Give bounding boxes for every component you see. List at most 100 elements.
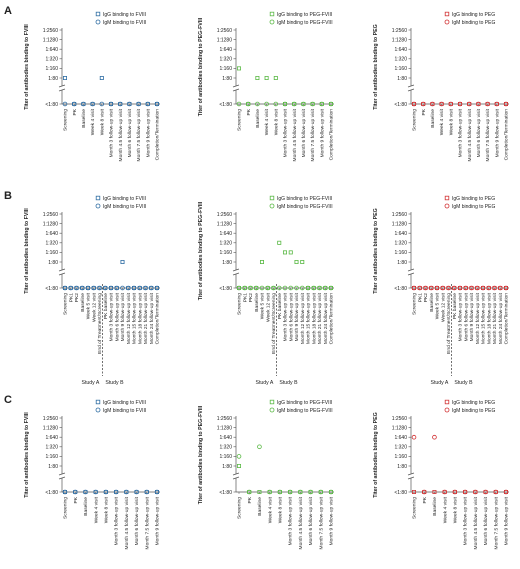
legend-label: IgG binding to FVIII [103, 12, 146, 18]
axis-break-mark [58, 472, 66, 476]
axis-break-mark [232, 476, 240, 480]
data-point-igm [417, 285, 423, 291]
y-tick-label: 1:640 [394, 435, 407, 441]
legend-circle-marker [95, 203, 101, 209]
data-point-igg [411, 489, 416, 494]
y-tick-label: 1:80 [397, 260, 407, 266]
axis-break-mark [407, 268, 415, 272]
y-axis-label: Titer of antibodies binding to PEG [373, 412, 379, 498]
data-point-igg [257, 489, 262, 494]
y-axis-label: Titer of antibodies binding to FVIII [24, 412, 30, 498]
x-tick-label: PK [73, 496, 79, 503]
y-axis-label: Titer of antibodies binding to PEG [373, 24, 379, 110]
data-point-igm [451, 285, 457, 291]
data-point-igm [493, 489, 499, 495]
data-point-igm [282, 285, 288, 291]
data-point-igm [271, 285, 276, 291]
x-tick-label: Week 5 visit [86, 292, 92, 319]
legend-square-marker [95, 195, 101, 201]
data-point-igm [474, 285, 480, 291]
x-tick-label: Month 7.5 follow-up visit [485, 108, 491, 161]
data-point-igm [259, 285, 265, 291]
legend-label: IgM binding to PEG [452, 204, 495, 210]
data-point-igm [71, 101, 77, 107]
y-tick-label: 1:2560 [217, 212, 233, 218]
data-point-igm [421, 489, 427, 495]
x-tick-label: Month 6 follow-up visit [301, 108, 307, 157]
data-point-igm [137, 285, 143, 291]
x-tick-label: PK2 [74, 293, 80, 303]
y-axis-label: Titer of antibodies binding to PEG [373, 208, 379, 294]
data-point-igm [294, 285, 299, 291]
axis-break-mark [407, 472, 415, 476]
y-tick-label: 1:1280 [392, 425, 408, 431]
x-tick-label: Completion/Termination [329, 293, 335, 345]
x-tick-label: Month 4.5 follow-up visit [467, 108, 473, 161]
x-tick-label: Month 9 follow-up visit [469, 292, 475, 341]
data-point-igm [62, 101, 68, 107]
x-tick-label: Week 5 visit [435, 292, 441, 319]
y-tick-label: <1:80 [394, 286, 407, 292]
data-point-igg [120, 259, 125, 264]
x-tick-label: Screening [237, 293, 243, 315]
study-b-label: Study B [105, 380, 124, 386]
x-tick-label: Month 4.5 follow-up visit [124, 496, 130, 549]
y-tick-label: 1:80 [222, 260, 232, 266]
x-tick-label: Month 7.5 follow-up visit [144, 496, 150, 549]
x-tick-label: Week 4 visit [90, 108, 96, 135]
data-point-igm [442, 489, 447, 495]
data-point-igm [423, 285, 428, 291]
x-tick-label: Baseline [429, 293, 435, 312]
data-point-igm [74, 285, 79, 291]
data-point-igm [154, 489, 160, 495]
x-tick-label: Week 8 visit [103, 496, 109, 523]
data-point-igm [136, 101, 141, 107]
y-tick-label: 1:160 [219, 454, 232, 460]
axis-break-mark [58, 268, 66, 272]
axis-break-mark [232, 472, 240, 476]
data-point-igm [277, 489, 283, 495]
data-point-igm [103, 489, 109, 495]
y-tick-label: 1:320 [45, 241, 58, 247]
data-point-igg [264, 76, 269, 81]
x-tick-label: PK baseline [103, 293, 109, 319]
data-point-igm [127, 101, 132, 107]
x-tick-label: Month 7.5 follow-up visit [318, 496, 324, 549]
x-tick-label: Completion/Termination [504, 109, 510, 161]
data-point-igm [83, 489, 88, 495]
axis-break-mark [232, 272, 240, 276]
y-tick-label: 1:640 [219, 435, 232, 441]
axis-break-mark [58, 272, 66, 276]
data-point-igm [144, 489, 150, 495]
data-point-igm [154, 285, 160, 291]
data-point-igm [276, 285, 282, 291]
x-tick-label: Month 3 follow-up visit [283, 108, 289, 157]
data-point-igm [317, 285, 322, 291]
x-tick-label: Month 15 follow-up visit [132, 292, 138, 344]
x-tick-label: Screening [63, 497, 69, 519]
data-point-igm [236, 101, 242, 107]
x-tick-label: Completion/Termination [504, 293, 510, 345]
x-tick-label: Screening [237, 497, 243, 519]
y-tick-label: 1:640 [45, 47, 58, 53]
x-tick-label: Month 6 follow-up visit [288, 292, 294, 341]
y-tick-label: 1:640 [219, 47, 232, 53]
x-tick-label: PK [421, 108, 427, 115]
data-point-igg [255, 76, 260, 81]
axis-break-mark [232, 268, 240, 272]
legend-square-marker [269, 11, 275, 17]
y-tick-label: 1:1280 [43, 37, 59, 43]
data-point-igg [259, 259, 264, 264]
axis-break-mark [407, 84, 415, 88]
data-point-igm [308, 489, 313, 495]
x-tick-label: Screening [237, 109, 243, 131]
y-axis-label: Titer of antibodies binding to PEG-FVIII [198, 17, 204, 116]
legend-square-marker [269, 195, 275, 201]
y-tick-label: 1:320 [394, 445, 407, 451]
data-point-igm [113, 489, 119, 495]
legend-label: IgG binding to PEG [452, 400, 495, 406]
data-point-igm [108, 101, 114, 107]
data-point-igm [248, 285, 253, 291]
data-point-igm [310, 101, 315, 107]
